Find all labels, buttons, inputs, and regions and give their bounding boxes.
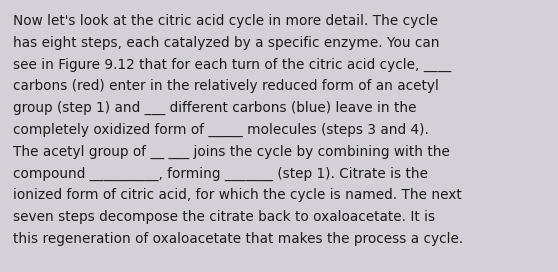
Text: this regeneration of oxaloacetate that makes the process a cycle.: this regeneration of oxaloacetate that m…: [13, 232, 463, 246]
Text: carbons (red) enter in the relatively reduced form of an acetyl: carbons (red) enter in the relatively re…: [13, 79, 439, 93]
Text: Now let's look at the citric acid cycle in more detail. The cycle: Now let's look at the citric acid cycle …: [13, 14, 438, 28]
Text: compound __________, forming _______ (step 1). Citrate is the: compound __________, forming _______ (st…: [13, 166, 428, 181]
Text: group (step 1) and ___ different carbons (blue) leave in the: group (step 1) and ___ different carbons…: [13, 101, 416, 115]
Text: seven steps decompose the citrate back to oxaloacetate. It is: seven steps decompose the citrate back t…: [13, 210, 435, 224]
Text: ionized form of citric acid, for which the cycle is named. The next: ionized form of citric acid, for which t…: [13, 188, 462, 202]
Text: has eight steps, each catalyzed by a specific enzyme. You can: has eight steps, each catalyzed by a spe…: [13, 36, 440, 50]
Text: The acetyl group of __ ___ joins the cycle by combining with the: The acetyl group of __ ___ joins the cyc…: [13, 145, 450, 159]
Text: completely oxidized form of _____ molecules (steps 3 and 4).: completely oxidized form of _____ molecu…: [13, 123, 429, 137]
Text: see in Figure 9.12 that for each turn of the citric acid cycle, ____: see in Figure 9.12 that for each turn of…: [13, 58, 451, 72]
